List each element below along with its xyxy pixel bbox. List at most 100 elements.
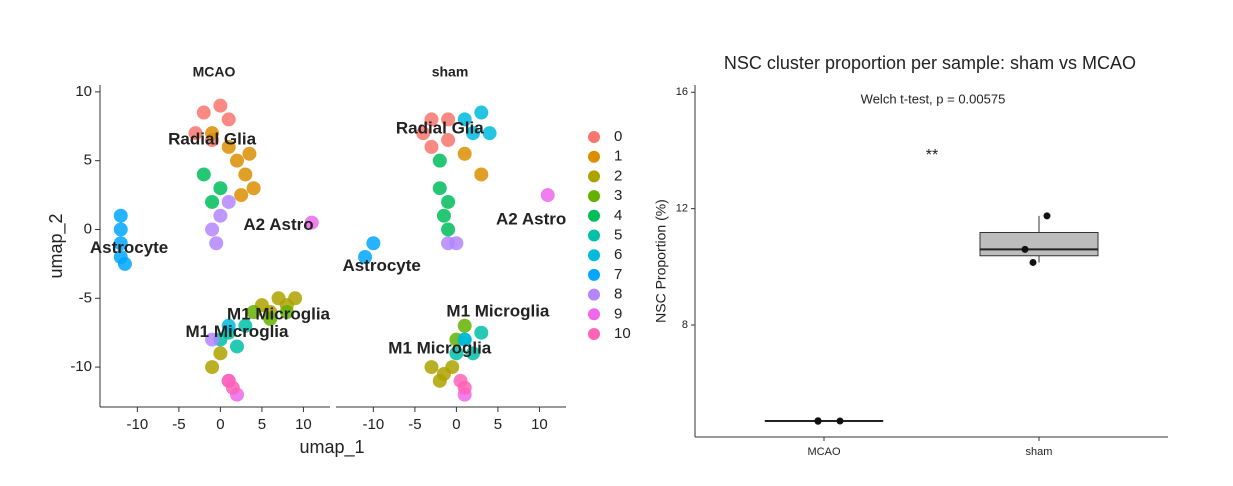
cluster-point [424, 360, 438, 374]
y-axis-label: NSC Proportion (%) [653, 199, 669, 323]
x-tick-label: 0 [216, 416, 224, 433]
legend-swatch [588, 328, 600, 340]
cluster-point [230, 154, 244, 168]
y-tick-label: 0 [84, 220, 92, 237]
facet-title: sham [432, 64, 469, 80]
cluster-point [213, 209, 227, 223]
cluster-point [458, 147, 472, 161]
cluster-label: M1 Microglia [227, 304, 331, 323]
cluster-point [118, 257, 132, 271]
cluster-label: A2 Astro [496, 209, 566, 228]
x-tick-label: 0 [452, 416, 460, 433]
cluster-point [230, 339, 244, 353]
legend-swatch [588, 131, 600, 143]
cluster-point [213, 346, 227, 360]
cluster-label: Astrocyte [90, 238, 168, 257]
cluster-point [288, 291, 302, 305]
legend-swatch [588, 308, 600, 320]
y-tick-label: 10 [75, 83, 92, 100]
x-tick-label: -10 [127, 416, 149, 433]
legend-swatch [588, 289, 600, 301]
cluster-point [483, 126, 497, 140]
y-tick-label: 12 [676, 203, 688, 215]
cluster-point [474, 326, 488, 340]
x-tick-label: 5 [258, 416, 266, 433]
x-tick-label: 10 [295, 416, 312, 433]
x-axis-label: umap_1 [299, 437, 364, 458]
cluster-label: M1 Microglia [186, 322, 290, 341]
legend-label: 1 [614, 148, 622, 165]
cluster-point [445, 360, 459, 374]
facet-title: MCAO [193, 64, 236, 80]
cluster-point [234, 188, 248, 202]
legend-swatch [588, 210, 600, 222]
cluster-point [433, 374, 447, 388]
cluster-point [205, 195, 219, 209]
chart-subtitle: Welch t-test, p = 0.00575 [861, 91, 1006, 106]
x-tick-label: MCAO [808, 446, 841, 458]
cluster-point [209, 236, 223, 250]
y-tick-label: -5 [79, 289, 92, 306]
cluster-point [213, 99, 227, 113]
cluster-point [213, 181, 227, 195]
cluster-label: Astrocyte [342, 256, 420, 275]
cluster-point [433, 154, 447, 168]
cluster-point [437, 209, 451, 223]
x-tick-label: -10 [363, 416, 385, 433]
y-axis-label: umap_2 [46, 213, 67, 278]
cluster-point [458, 319, 472, 333]
cluster-label: Radial Glia [396, 119, 484, 138]
significance: ** [926, 147, 938, 164]
cluster-point [242, 147, 256, 161]
legend-label: 5 [614, 226, 622, 243]
legend-swatch [588, 170, 600, 182]
legend-swatch [588, 249, 600, 261]
x-tick-label: 5 [494, 416, 502, 433]
y-tick-label: 5 [84, 152, 92, 169]
cluster-point [238, 167, 252, 181]
legend-label: 0 [614, 128, 622, 145]
legend-swatch [588, 190, 600, 202]
x-tick-label: sham [1026, 446, 1053, 458]
sample-point [1044, 212, 1051, 219]
legend-label: 3 [614, 187, 622, 204]
sample-point [1022, 246, 1029, 253]
y-tick-label: 16 [676, 86, 688, 98]
cluster-label: Radial Glia [168, 130, 256, 149]
legend-swatch [588, 151, 600, 163]
cluster-point [247, 181, 261, 195]
cluster-point [222, 112, 236, 126]
cluster-point [226, 381, 240, 395]
sample-point [837, 418, 844, 425]
cluster-point [197, 167, 211, 181]
cluster-point [441, 222, 455, 236]
legend-label: 9 [614, 305, 622, 322]
cluster-point [222, 195, 236, 209]
legend-label: 6 [614, 246, 622, 263]
y-tick-label: -10 [70, 358, 92, 375]
legend-label: 7 [614, 266, 622, 283]
legend-label: 8 [614, 286, 622, 303]
chart-title: NSC cluster proportion per sample: sham … [724, 53, 1136, 73]
x-tick-label: -5 [408, 416, 421, 433]
box [980, 232, 1098, 255]
cluster-point [449, 236, 463, 250]
cluster-point [541, 188, 555, 202]
legend-swatch [588, 269, 600, 281]
cluster-point [114, 209, 128, 223]
sample-point [1030, 259, 1037, 266]
cluster-label: M1 Microglia [446, 302, 550, 321]
x-tick-label: -5 [172, 416, 185, 433]
cluster-label: A2 Astro [243, 215, 313, 234]
legend-label: 2 [614, 167, 622, 184]
cluster-point [205, 360, 219, 374]
cluster-point [441, 195, 455, 209]
cluster-point [474, 106, 488, 120]
legend-label: 4 [614, 207, 622, 224]
legend-label: 10 [614, 325, 631, 342]
cluster-point [474, 167, 488, 181]
legend-swatch [588, 230, 600, 242]
cluster-point [366, 236, 380, 250]
cluster-point [433, 181, 447, 195]
